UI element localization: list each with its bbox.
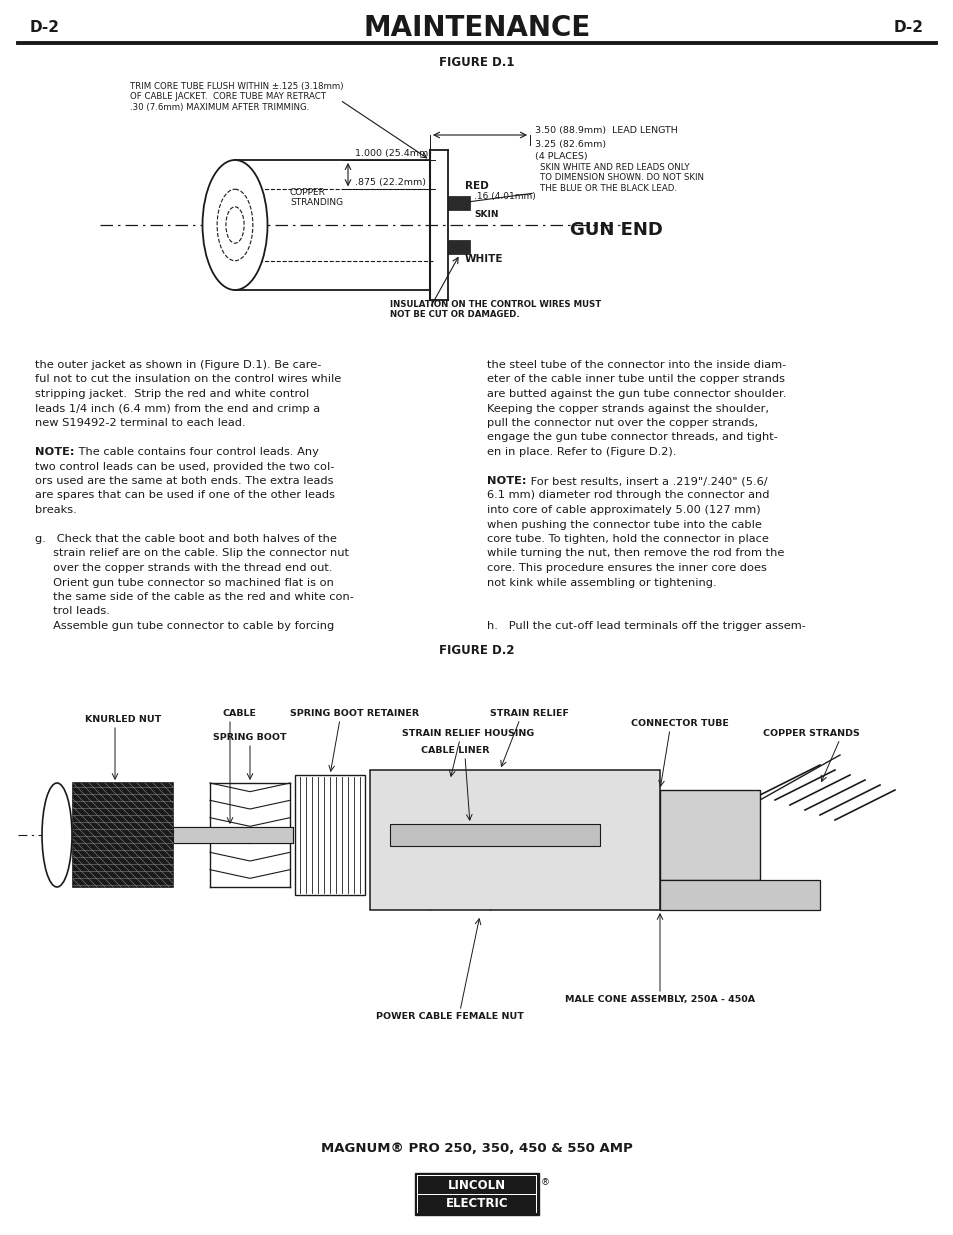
Ellipse shape (217, 189, 253, 261)
Bar (415, 1173, 538, 1215)
Bar (390, 824, 599, 846)
Text: The cable contains four control leads. Any: The cable contains four control leads. A… (75, 447, 318, 457)
Text: MAGNUM® PRO 250, 350, 450 & 550 AMP: MAGNUM® PRO 250, 350, 450 & 550 AMP (321, 1141, 632, 1155)
Text: For best results, insert a .219"/.240" (5.6/: For best results, insert a .219"/.240" (… (526, 475, 767, 487)
Text: two control leads can be used, provided the two col-: two control leads can be used, provided … (35, 462, 334, 472)
Text: not kink while assembling or tightening.: not kink while assembling or tightening. (486, 578, 716, 588)
Text: leads 1/4 inch (6.4 mm) from the end and crimp a: leads 1/4 inch (6.4 mm) from the end and… (35, 404, 320, 414)
Text: LINCOLN: LINCOLN (448, 1179, 505, 1192)
Text: 3.25 (82.6mm): 3.25 (82.6mm) (535, 140, 605, 148)
Text: are spares that can be used if one of the other leads: are spares that can be used if one of th… (35, 490, 335, 500)
Ellipse shape (42, 783, 71, 887)
Bar (294, 776, 365, 895)
Text: 6.1 mm) diameter rod through the connector and: 6.1 mm) diameter rod through the connect… (486, 490, 769, 500)
Text: CABLE: CABLE (223, 709, 256, 718)
Text: strain relief are on the cable. Slip the connector nut: strain relief are on the cable. Slip the… (35, 548, 349, 558)
Text: GUN END: GUN END (569, 221, 662, 240)
Text: Keeping the copper strands against the shoulder,: Keeping the copper strands against the s… (486, 404, 768, 414)
Text: 3.50 (88.9mm)  LEAD LENGTH: 3.50 (88.9mm) LEAD LENGTH (535, 126, 677, 135)
Bar (448, 240, 470, 254)
Ellipse shape (226, 206, 244, 243)
Text: CONNECTOR TUBE: CONNECTOR TUBE (630, 719, 728, 727)
Text: KNURLED NUT: KNURLED NUT (85, 715, 161, 724)
Text: g.   Check that the cable boot and both halves of the: g. Check that the cable boot and both ha… (35, 534, 336, 543)
Text: SKIN: SKIN (474, 210, 498, 219)
Text: TRIM CORE TUBE FLUSH WITHIN ±.125 (3.18mm)
OF CABLE JACKET.  CORE TUBE MAY RETRA: TRIM CORE TUBE FLUSH WITHIN ±.125 (3.18m… (130, 82, 343, 112)
Text: stripping jacket.  Strip the red and white control: stripping jacket. Strip the red and whit… (35, 389, 309, 399)
Bar (659, 881, 820, 910)
Text: 1.000 (25.4mm): 1.000 (25.4mm) (355, 149, 432, 158)
Bar (370, 769, 659, 910)
Bar (73, 783, 172, 887)
Text: MAINTENANCE: MAINTENANCE (363, 14, 590, 42)
Text: (4 PLACES): (4 PLACES) (535, 152, 587, 162)
Text: FIGURE D.2: FIGURE D.2 (438, 643, 515, 657)
Text: D-2: D-2 (30, 21, 60, 36)
Bar (172, 827, 293, 844)
Text: D-2: D-2 (893, 21, 923, 36)
Text: Assemble gun tube connector to cable by forcing: Assemble gun tube connector to cable by … (35, 621, 334, 631)
Text: trol leads.: trol leads. (35, 606, 110, 616)
Text: breaks.: breaks. (35, 505, 76, 515)
Text: core. This procedure ensures the inner core does: core. This procedure ensures the inner c… (486, 563, 766, 573)
Text: the same side of the cable as the red and white con-: the same side of the cable as the red an… (35, 592, 354, 601)
Text: STRAIN RELIEF: STRAIN RELIEF (490, 709, 569, 718)
Text: when pushing the connector tube into the cable: when pushing the connector tube into the… (486, 520, 761, 530)
Text: .16 (4.01mm): .16 (4.01mm) (474, 191, 536, 201)
Text: into core of cable approximately 5.00 (127 mm): into core of cable approximately 5.00 (1… (486, 505, 760, 515)
Text: ®: ® (540, 1178, 550, 1187)
Text: MALE CONE ASSEMBLY, 250A - 450A: MALE CONE ASSEMBLY, 250A - 450A (564, 995, 754, 1004)
Text: pull the connector nut over the copper strands,: pull the connector nut over the copper s… (486, 417, 758, 429)
Text: .875 (22.2mm): .875 (22.2mm) (355, 178, 426, 188)
Text: while turning the nut, then remove the rod from the: while turning the nut, then remove the r… (486, 548, 783, 558)
Bar (417, 1176, 536, 1194)
Bar (659, 790, 760, 881)
Text: SKIN WHITE AND RED LEADS ONLY
TO DIMENSION SHOWN. DO NOT SKIN
THE BLUE OR THE BL: SKIN WHITE AND RED LEADS ONLY TO DIMENSI… (539, 163, 703, 193)
Text: SPRING BOOT RETAINER: SPRING BOOT RETAINER (290, 709, 419, 718)
Text: engage the gun tube connector threads, and tight-: engage the gun tube connector threads, a… (486, 432, 777, 442)
Text: NOTE:: NOTE: (486, 475, 526, 487)
Text: Orient gun tube connector so machined flat is on: Orient gun tube connector so machined fl… (35, 578, 334, 588)
Text: INSULATION ON THE CONTROL WIRES MUST
NOT BE CUT OR DAMAGED.: INSULATION ON THE CONTROL WIRES MUST NOT… (390, 300, 600, 320)
Text: eter of the cable inner tube until the copper strands: eter of the cable inner tube until the c… (486, 374, 784, 384)
Text: COPPER
STRANDING: COPPER STRANDING (290, 188, 343, 207)
Text: core tube. To tighten, hold the connector in place: core tube. To tighten, hold the connecto… (486, 534, 768, 543)
Text: ors used are the same at both ends. The extra leads: ors used are the same at both ends. The … (35, 475, 334, 487)
Text: the steel tube of the connector into the inside diam-: the steel tube of the connector into the… (486, 359, 785, 370)
Text: NOTE:: NOTE: (35, 447, 74, 457)
Text: COPPER STRANDS: COPPER STRANDS (762, 729, 859, 739)
Text: WHITE: WHITE (464, 254, 503, 264)
Text: over the copper strands with the thread end out.: over the copper strands with the thread … (35, 563, 333, 573)
Text: SPRING BOOT: SPRING BOOT (213, 734, 287, 742)
Ellipse shape (202, 161, 267, 290)
Text: h.   Pull the cut-off lead terminals off the trigger assem-: h. Pull the cut-off lead terminals off t… (486, 621, 805, 631)
Text: RED: RED (464, 182, 488, 191)
Text: the outer jacket as shown in (Figure D.1). Be care-: the outer jacket as shown in (Figure D.1… (35, 359, 321, 370)
Text: FIGURE D.1: FIGURE D.1 (438, 57, 515, 69)
Text: CABLE LINER: CABLE LINER (420, 746, 489, 755)
Text: STRAIN RELIEF HOUSING: STRAIN RELIEF HOUSING (401, 729, 534, 739)
Text: new S19492-2 terminal to each lead.: new S19492-2 terminal to each lead. (35, 417, 245, 429)
Text: ELECTRIC: ELECTRIC (445, 1197, 508, 1210)
Bar (416, 1174, 537, 1213)
Bar (448, 196, 470, 210)
Text: are butted against the gun tube connector shoulder.: are butted against the gun tube connecto… (486, 389, 785, 399)
Text: POWER CABLE FEMALE NUT: POWER CABLE FEMALE NUT (375, 1011, 523, 1021)
Text: en in place. Refer to (Figure D.2).: en in place. Refer to (Figure D.2). (486, 447, 676, 457)
Text: ful not to cut the insulation on the control wires while: ful not to cut the insulation on the con… (35, 374, 341, 384)
Bar (417, 1194, 536, 1213)
